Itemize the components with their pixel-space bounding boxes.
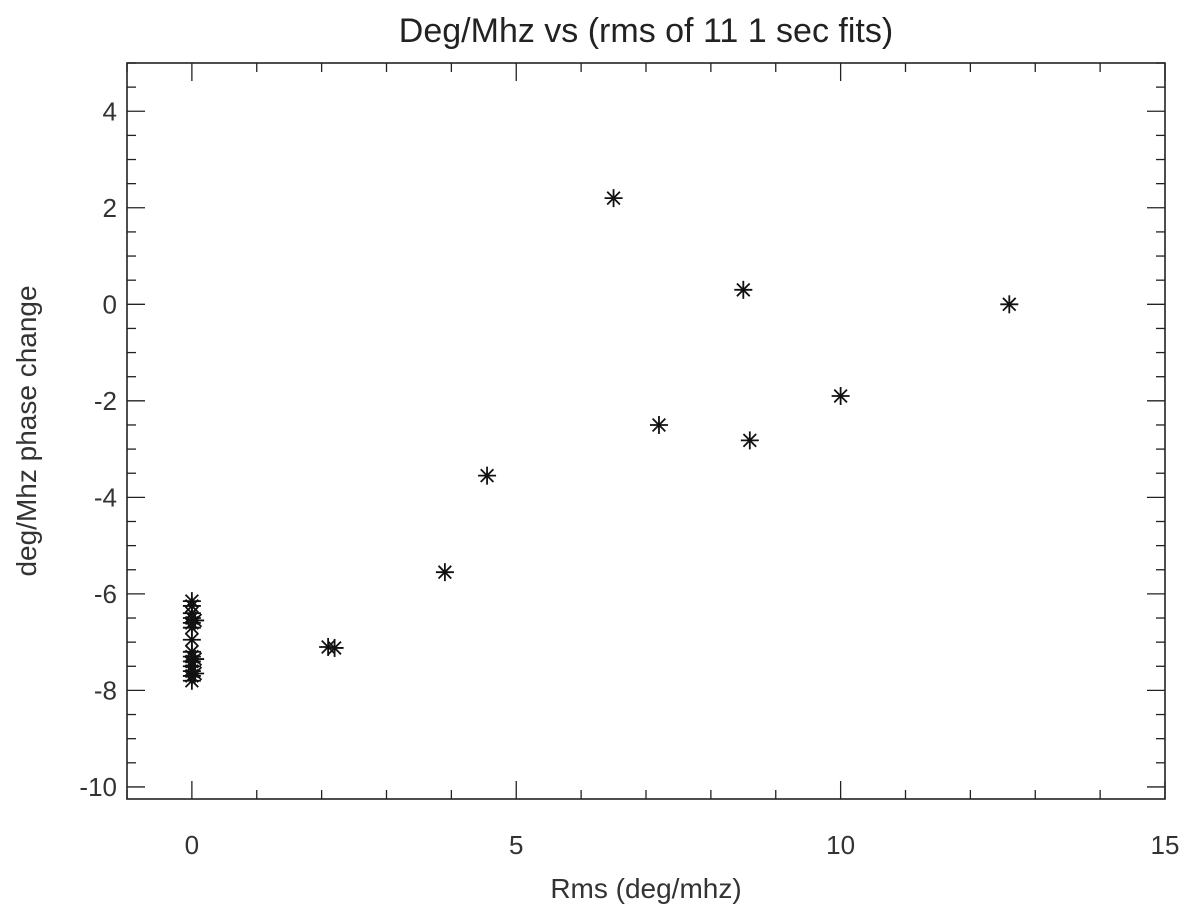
data-point	[1000, 295, 1019, 314]
data-point	[734, 280, 753, 299]
chart-title: Deg/Mhz vs (rms of 11 1 sec fits)	[399, 12, 893, 50]
data-point	[831, 387, 850, 406]
data-point	[186, 650, 205, 669]
data-point	[182, 618, 201, 637]
plot-frame	[126, 62, 1166, 800]
data-point	[604, 189, 623, 208]
data-point	[435, 563, 454, 582]
y-tick-label: -2	[94, 386, 117, 416]
data-point	[325, 638, 344, 657]
x-tick-label: 10	[826, 830, 855, 860]
y-tick-labels: -10 -8 -6 -4 -2 0 2 4	[79, 96, 117, 802]
data-points	[182, 189, 1019, 690]
data-point	[740, 431, 759, 450]
y-tick-label: 0	[103, 289, 117, 319]
x-tick-labels: 0 5 10 15	[185, 830, 1180, 860]
y-tick-label: -8	[94, 675, 117, 705]
data-point	[649, 415, 668, 434]
axis-ticks	[126, 62, 1166, 799]
y-axis-label: deg/Mhz phase change	[11, 285, 42, 576]
data-point	[478, 466, 497, 485]
y-tick-label: -4	[94, 482, 117, 512]
x-tick-label: 15	[1151, 830, 1180, 860]
y-tick-label: -10	[79, 772, 117, 802]
y-tick-label: -6	[94, 579, 117, 609]
x-tick-label: 0	[185, 830, 199, 860]
data-point	[182, 671, 201, 690]
y-tick-label: 2	[103, 193, 117, 223]
data-point	[186, 611, 205, 630]
y-tick-label: 4	[103, 96, 117, 126]
data-point	[186, 664, 205, 683]
x-tick-label: 5	[509, 830, 523, 860]
x-axis-label: Rms (deg/mhz)	[550, 873, 741, 904]
